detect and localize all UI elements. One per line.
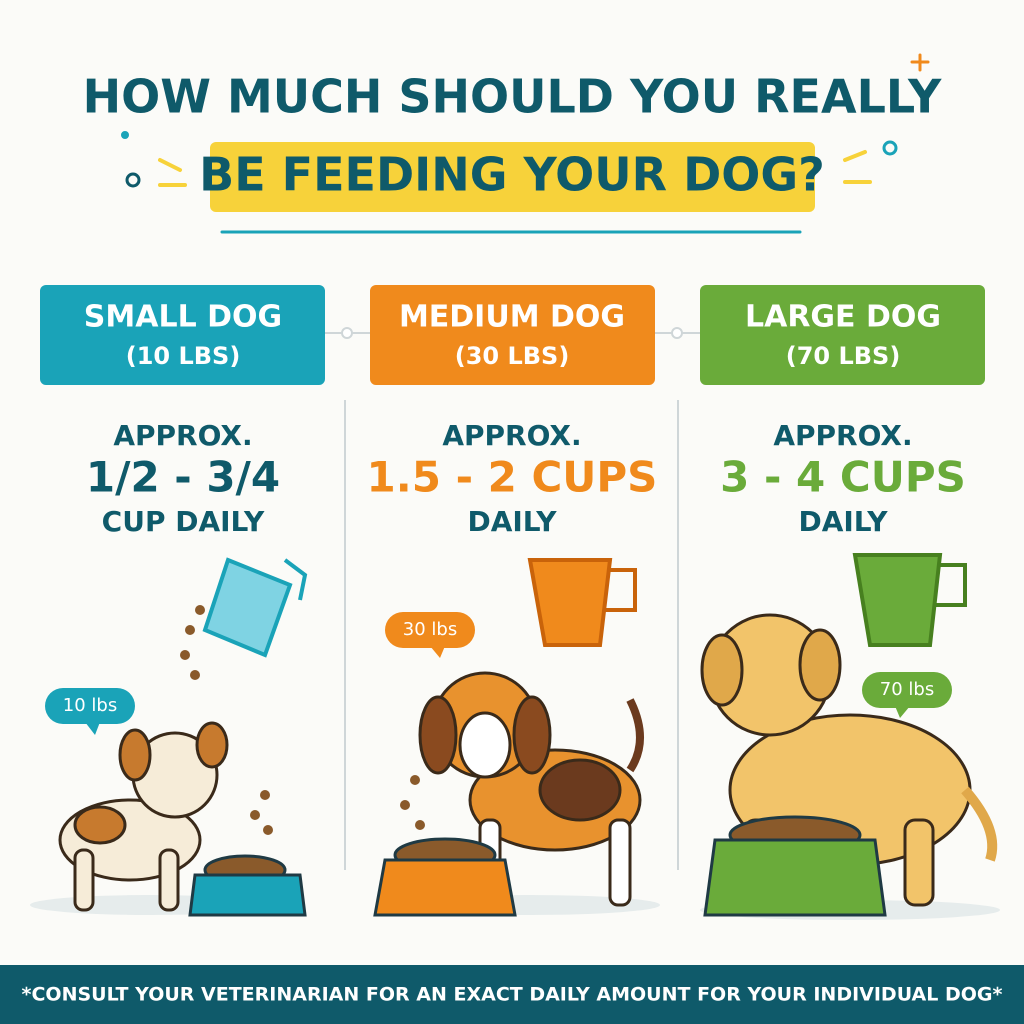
dog-shape: [961, 786, 998, 862]
weight-bubble: 10 lbs: [63, 695, 117, 716]
cup-shape: [260, 790, 270, 800]
cup-shape: [202, 557, 293, 658]
weight-label: (30 LBS): [455, 342, 570, 370]
bowl-shape: [188, 873, 307, 917]
cup-shape: [180, 605, 425, 835]
label-boxe-shape: [40, 285, 325, 385]
cup-shape: [605, 568, 637, 612]
cup-shape: [400, 800, 410, 810]
dog-shape: [418, 695, 458, 775]
cup-shape: [415, 820, 425, 830]
divider-shape: [341, 327, 353, 339]
dog-shape: [73, 805, 127, 845]
cup-shape: [527, 558, 613, 647]
cup-shape: [180, 650, 190, 660]
speech-bubble-shape: [385, 612, 475, 648]
dog-shape: [158, 848, 180, 912]
amount: 1.5 - 2 CUPS: [367, 453, 658, 502]
label-boxe-shape: [370, 285, 655, 385]
title-decor-shape: [121, 131, 129, 139]
title-decor-shape: [125, 172, 141, 188]
cup-shape: [250, 810, 260, 820]
dog-shape: [903, 818, 935, 907]
speech-bubble-shape: [895, 706, 910, 718]
cup-shape: [195, 605, 205, 615]
amount: 3 - 4 CUPS: [720, 453, 966, 502]
cup-shape: [410, 775, 420, 785]
dog-shape: [700, 633, 744, 707]
title-decor-shape: [210, 142, 815, 212]
speech-bubbles: [45, 612, 952, 735]
title-decor: [121, 53, 930, 234]
cups: [180, 553, 967, 835]
approx-label: APPROX.: [773, 419, 912, 452]
dog-shape: [73, 848, 95, 912]
unit-label: DAILY: [467, 505, 557, 538]
size-label: LARGE DOG: [745, 300, 941, 335]
weight-bubble: 70 lbs: [880, 679, 934, 700]
dividers: [325, 327, 700, 870]
size-label: SMALL DOG: [84, 300, 282, 335]
weight-label: (10 LBS): [126, 342, 241, 370]
cup-shape: [263, 825, 273, 835]
label-boxe-shape: [700, 285, 985, 385]
title-decor-shape: [843, 150, 867, 162]
weight-bubble: 30 lbs: [403, 619, 457, 640]
dog-shape: [538, 758, 622, 822]
cup-shape: [190, 670, 200, 680]
speech-bubble-shape: [430, 646, 445, 658]
title: BE FEEDING YOUR DOG?: [199, 148, 825, 202]
unit-label: CUP DAILY: [102, 505, 265, 538]
cup-shape: [935, 563, 967, 607]
bowl-shape: [703, 838, 887, 917]
dog-shape: [458, 711, 512, 779]
footer-note: *CONSULT YOUR VETERINARIAN FOR AN EXACT …: [22, 984, 1003, 1006]
divider-shape: [671, 327, 683, 339]
approx-label: APPROX.: [113, 419, 252, 452]
bowl-shape: [373, 858, 517, 917]
speech-bubble-shape: [862, 672, 952, 708]
size-label: MEDIUM DOG: [399, 300, 625, 335]
label-boxes: [40, 285, 985, 385]
cup-shape: [185, 625, 195, 635]
speech-bubble-shape: [45, 688, 135, 724]
dog-shape: [798, 628, 842, 702]
dog-shape: [118, 728, 152, 782]
amount: 1/2 - 3/4: [86, 453, 280, 502]
dog-shape: [626, 698, 644, 773]
dog-shape: [608, 818, 632, 907]
cup-shape: [852, 553, 943, 647]
approx-label: APPROX.: [442, 419, 581, 452]
unit-label: DAILY: [798, 505, 888, 538]
footer-bar: [0, 965, 1024, 1024]
bowls: [188, 815, 887, 917]
speech-bubble-shape: [85, 722, 100, 735]
title: HOW MUCH SHOULD YOU REALLY: [83, 70, 942, 124]
title-decor-shape: [158, 158, 182, 172]
dog-shape: [195, 721, 229, 769]
dog-shape: [512, 695, 552, 775]
title-decor-shape: [882, 140, 898, 156]
weight-label: (70 LBS): [786, 342, 901, 370]
cup-shape: [283, 558, 308, 601]
